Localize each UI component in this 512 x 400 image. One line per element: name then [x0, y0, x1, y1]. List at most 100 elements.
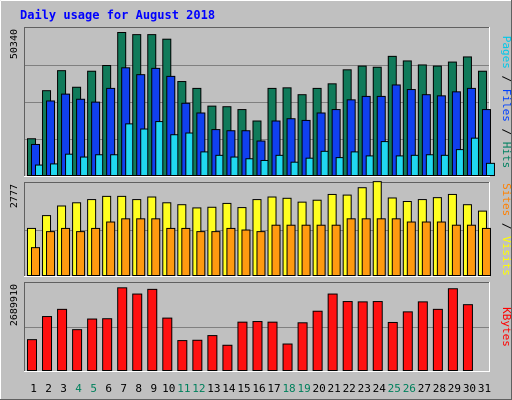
bar-sites-22 [346, 218, 356, 276]
day-label-16: 16 [252, 382, 265, 395]
bar-kbytes-28 [432, 308, 443, 372]
day-label-6: 6 [105, 382, 112, 395]
bar-sites-4 [76, 231, 86, 277]
day-label-24: 24 [373, 382, 387, 395]
day-label-25: 25 [388, 382, 401, 395]
side-legend-part: KBytes [500, 307, 512, 347]
bar-kbytes-8 [132, 293, 143, 371]
bar-sites-2 [46, 231, 56, 277]
bar-sites-16 [256, 231, 266, 277]
bar-kbytes-6 [102, 318, 113, 372]
bar-sites-12 [196, 231, 206, 277]
day-label-26: 26 [403, 382, 416, 395]
bar-kbytes-29 [447, 288, 458, 372]
side-legend: KBytes [500, 307, 512, 347]
side-legend-part: Files [500, 89, 512, 122]
day-label-22: 22 [343, 382, 356, 395]
bar-sites-18 [286, 224, 296, 277]
axis-max-label: 2689910 [9, 284, 20, 326]
bar-sites-26 [406, 221, 416, 276]
bar-kbytes-20 [312, 310, 323, 371]
day-label-11: 11 [177, 382, 190, 395]
side-legend-part: / [500, 216, 512, 236]
axis-max-label: 50340 [9, 29, 20, 59]
day-label-4: 4 [75, 382, 82, 395]
bar-sites-20 [316, 224, 326, 277]
bar-kbytes-22 [342, 301, 353, 372]
bar-sites-1 [31, 247, 40, 277]
day-label-7: 7 [120, 382, 127, 395]
bar-kbytes-10 [162, 317, 173, 371]
bar-kbytes-3 [57, 308, 68, 372]
bar-kbytes-19 [297, 322, 308, 371]
bar-kbytes-23 [357, 301, 368, 371]
panel-kbytes: 2689910 KBytes [9, 282, 512, 372]
bar-kbytes-15 [237, 321, 248, 372]
bar-sites-3 [61, 227, 71, 277]
axis-max-label: 2777 [9, 184, 20, 208]
day-label-30: 30 [463, 382, 476, 395]
side-legend-part: Pages [500, 36, 512, 69]
day-label-2: 2 [45, 382, 52, 395]
bar-kbytes-24 [372, 301, 383, 372]
bar-sites-29 [451, 224, 461, 277]
day-label-9: 9 [150, 382, 157, 395]
bar-sites-8 [136, 218, 146, 276]
day-label-17: 17 [267, 382, 280, 395]
day-axis: 1 2 3 4 5 6 7 8 9 10 11 12 13 14 15 16 17 18 19 20 21 22 23 24 2… [30, 382, 491, 395]
day-label-28: 28 [433, 382, 446, 395]
chart-panels: 50340 Pages / Files / Hits 2777 Sites / Vis… [9, 27, 512, 372]
bar-sites-25 [391, 218, 401, 276]
day-label-19: 19 [297, 382, 310, 395]
bar-sites-11 [181, 227, 191, 277]
bar-kbytes-1 [27, 339, 37, 372]
bar-sites-6 [106, 221, 116, 276]
bar-sites-15 [241, 229, 251, 277]
side-legend-part: Sites [500, 183, 512, 216]
side-legend: Sites / Visits [500, 183, 512, 276]
day-label-5: 5 [90, 382, 97, 395]
bar-kbytes-4 [72, 329, 83, 371]
bar-kbytes-2 [42, 316, 53, 372]
day-label-29: 29 [448, 382, 461, 395]
day-label-15: 15 [237, 382, 250, 395]
bar-sites-10 [166, 227, 176, 277]
bar-sites-7 [121, 218, 131, 276]
bar-kbytes-7 [117, 287, 128, 372]
bar-kbytes-27 [417, 301, 428, 371]
bar-kbytes-26 [402, 311, 413, 372]
bar-sites-23 [361, 218, 371, 276]
day-label-3: 3 [60, 382, 67, 395]
day-label-27: 27 [418, 382, 431, 395]
bar-kbytes-17 [267, 321, 278, 372]
bar-sites-17 [271, 224, 281, 277]
bar-sites-21 [331, 224, 341, 277]
bar-sites-27 [421, 221, 431, 276]
bar-kbytes-11 [177, 340, 188, 372]
bar-kbytes-12 [192, 339, 203, 371]
panel-visits: 2777 Sites / Visits [9, 181, 512, 277]
side-legend-part: / [500, 122, 512, 142]
bar-sites-5 [91, 227, 101, 277]
side-legend: Pages / Files / Hits [500, 36, 512, 169]
bar-sites-19 [301, 224, 311, 277]
day-label-12: 12 [192, 382, 205, 395]
bar-kbytes-30 [462, 304, 473, 371]
bar-kbytes-5 [87, 318, 98, 372]
side-legend-part: Visits [500, 236, 512, 276]
bar-kbytes-21 [327, 293, 338, 371]
bar-kbytes-13 [207, 335, 218, 371]
day-label-8: 8 [135, 382, 142, 395]
bar-sites-28 [436, 221, 446, 276]
panel-requests: 50340 Pages / Files / Hits [9, 27, 512, 177]
bar-sites-9 [151, 218, 161, 276]
side-legend-part: Hits [500, 142, 512, 169]
day-label-18: 18 [282, 382, 295, 395]
chart-title: Daily usage for August 2018 [20, 8, 215, 22]
bar-kbytes-25 [387, 321, 398, 372]
bar-kbytes-18 [282, 343, 293, 372]
day-label-31: 31 [478, 382, 491, 395]
day-label-1: 1 [30, 382, 37, 395]
bar-kbytes-14 [222, 344, 233, 372]
